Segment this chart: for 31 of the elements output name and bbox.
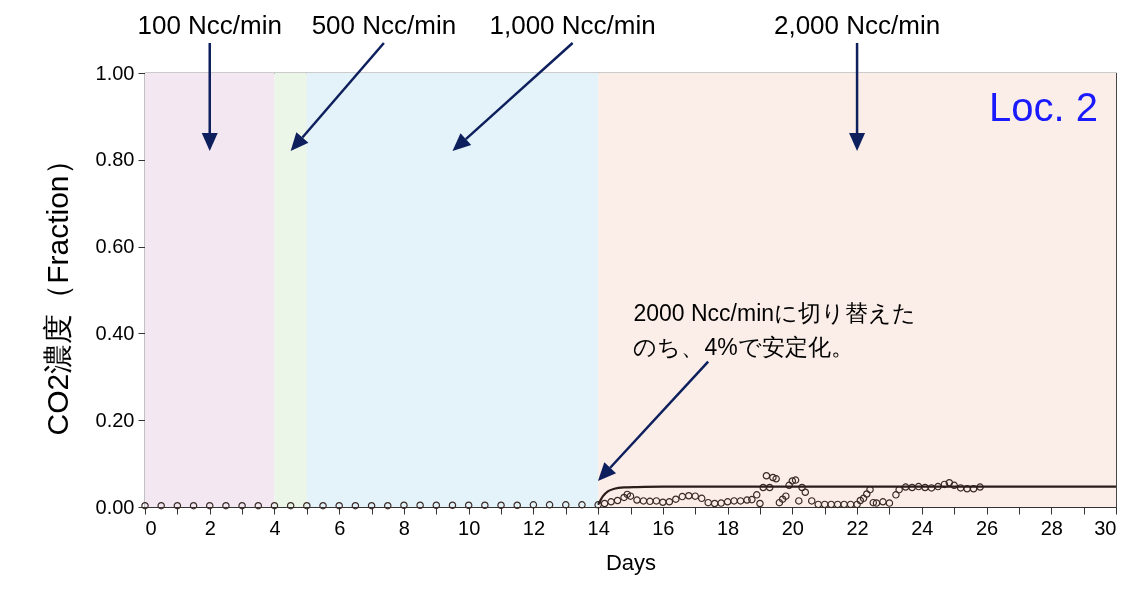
x-tick-label: 22 <box>846 516 869 539</box>
y-tick-label: 0.20 <box>95 408 135 431</box>
annotation: 2000 Ncc/minに切り替えたのち、4%で安定化。 <box>633 300 917 361</box>
x-tick-label: 26 <box>975 516 999 539</box>
x-tick-label: 8 <box>398 516 410 539</box>
y-tick-label: 0.40 <box>95 321 135 344</box>
band-label: 1,000 Ncc/min <box>489 10 656 40</box>
y-tick-label: 0.00 <box>95 495 135 518</box>
y-tick-label: 0.60 <box>95 235 135 258</box>
x-tick-label: 14 <box>587 516 610 539</box>
y-tick-label: 1.00 <box>95 61 135 84</box>
x-tick-label: 10 <box>458 516 481 539</box>
x-tick-label: 18 <box>716 516 740 539</box>
x-tick-label: 24 <box>911 516 934 539</box>
x-tick-label: 28 <box>1040 516 1063 539</box>
x-tick-label: 0 <box>145 516 157 539</box>
y-tick-label: 0.80 <box>95 148 135 171</box>
band-label: 500 Ncc/min <box>311 10 457 40</box>
line-series <box>597 485 1118 506</box>
y-axis-title: CO2濃度（Fraction） <box>40 145 74 436</box>
x-tick-label: 16 <box>652 516 675 539</box>
x-tick-label: 6 <box>334 516 346 539</box>
x-tick-label: 30 <box>1094 516 1117 539</box>
band-label: 2,000 Ncc/min <box>773 10 941 40</box>
x-tick-label: 12 <box>522 516 546 539</box>
band-label: 100 Ncc/min <box>137 10 282 40</box>
x-axis-title: Days <box>605 549 657 575</box>
x-tick-label: 2 <box>204 516 216 539</box>
annotation: Loc. 2 <box>989 85 1098 129</box>
x-tick-label: 20 <box>781 516 804 539</box>
x-tick-label: 4 <box>269 516 281 539</box>
